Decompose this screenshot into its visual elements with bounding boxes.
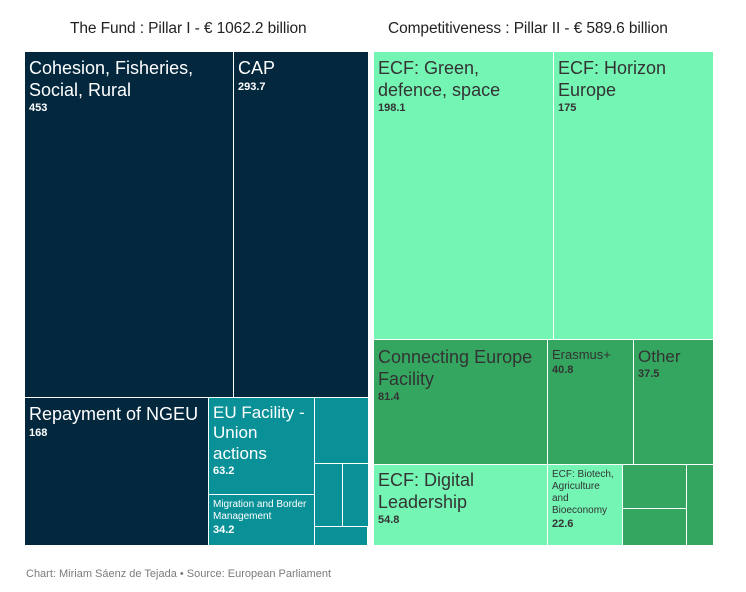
tile-value: 40.8 <box>552 363 574 376</box>
treemap-tile: Migration and Border Management 34.2 <box>209 495 314 545</box>
pillar-1-title: The Fund : Pillar I - € 1062.2 billion <box>70 20 307 37</box>
tile-label: Repayment of NGEU <box>29 404 199 424</box>
treemap-tile: Other 37.5 <box>634 340 713 464</box>
tile-value: 81.4 <box>378 391 400 404</box>
tile-label: ECF: Green, defence, space <box>378 58 501 100</box>
treemap-small-tile <box>315 527 367 545</box>
tile-label: CAP <box>238 58 276 78</box>
tile-value: 175 <box>558 102 577 115</box>
tile-label: EU Facility - Union actions <box>213 403 305 463</box>
treemap-small-tile <box>687 465 713 545</box>
tile-value: 168 <box>29 426 48 439</box>
tile-value: 22.6 <box>552 518 574 530</box>
treemap-tile: Erasmus+ 40.8 <box>548 340 633 464</box>
treemap-small-tile <box>343 464 368 526</box>
tile-label: ECF: Digital Leadership <box>378 470 475 512</box>
tile-value: 198.1 <box>378 102 406 115</box>
treemap-small-tile <box>623 509 686 545</box>
tile-label: Other <box>638 347 681 366</box>
pillar-2-title: Competitiveness : Pillar II - € 589.6 bi… <box>388 20 668 37</box>
treemap-small-tile <box>315 464 342 526</box>
treemap-tile: CAP 293.7 <box>234 52 368 397</box>
treemap-tile: Cohesion, Fisheries, Social, Rural 453 <box>25 52 233 397</box>
treemap-tile: Connecting Europe Facility 81.4 <box>374 340 547 464</box>
tile-value: 37.5 <box>638 368 660 381</box>
tile-label: Migration and Border Management <box>213 499 307 522</box>
treemap-tile: ECF: Green, defence, space 198.1 <box>374 52 553 339</box>
tile-label: Connecting Europe Facility <box>378 347 533 389</box>
tile-label: ECF: Biotech, Agriculture and Bioeconomy <box>552 469 614 516</box>
tile-label: ECF: Horizon Europe <box>558 58 667 100</box>
tile-value: 34.2 <box>213 524 235 536</box>
treemap-tile: ECF: Horizon Europe 175 <box>554 52 713 339</box>
treemap-small-tile <box>315 398 368 463</box>
tile-value: 63.2 <box>213 465 235 478</box>
tile-value: 293.7 <box>238 80 266 93</box>
tile-label: Cohesion, Fisheries, Social, Rural <box>29 58 194 100</box>
tile-value: 54.8 <box>378 514 400 527</box>
treemap-tile: ECF: Biotech, Agriculture and Bioeconomy… <box>548 465 622 545</box>
tile-label: Erasmus+ <box>552 347 611 362</box>
treemap-small-tile <box>623 465 686 508</box>
treemap-tile: ECF: Digital Leadership 54.8 <box>374 465 547 545</box>
treemap-tile: EU Facility - Union actions 63.2 <box>209 398 314 494</box>
chart-footer: Chart: Miriam Sáenz de Tejada • Source: … <box>26 568 332 580</box>
treemap-tile: Repayment of NGEU 168 <box>25 398 208 545</box>
tile-value: 453 <box>29 102 48 115</box>
